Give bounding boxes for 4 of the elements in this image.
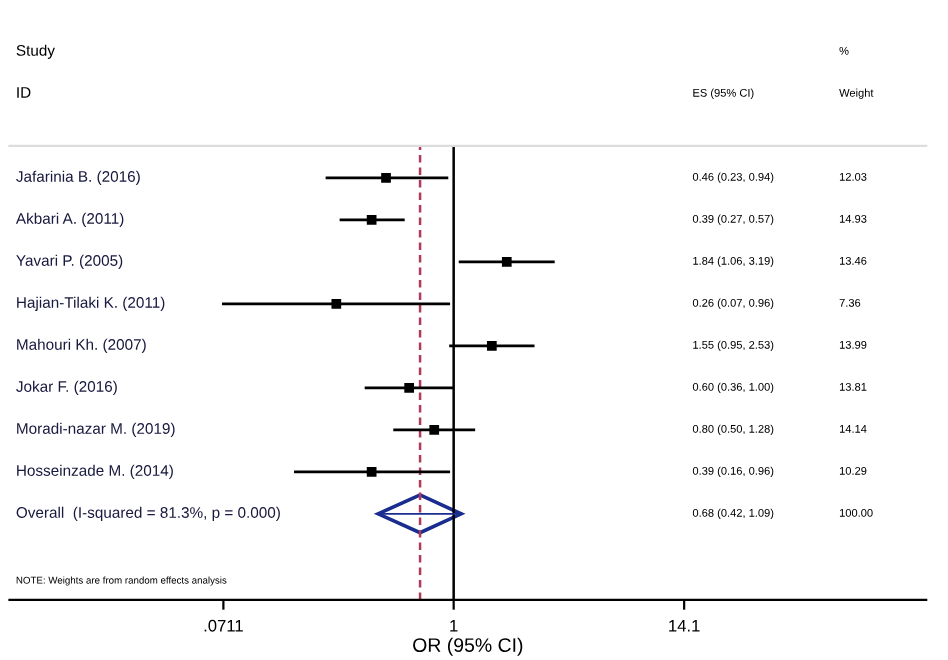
x-tick-label: 14.1	[669, 620, 700, 632]
x-axis-title: OR (95% CI)	[413, 637, 523, 656]
x-tick-label: .0711	[204, 619, 243, 632]
x-tick-label: 1	[450, 620, 458, 632]
